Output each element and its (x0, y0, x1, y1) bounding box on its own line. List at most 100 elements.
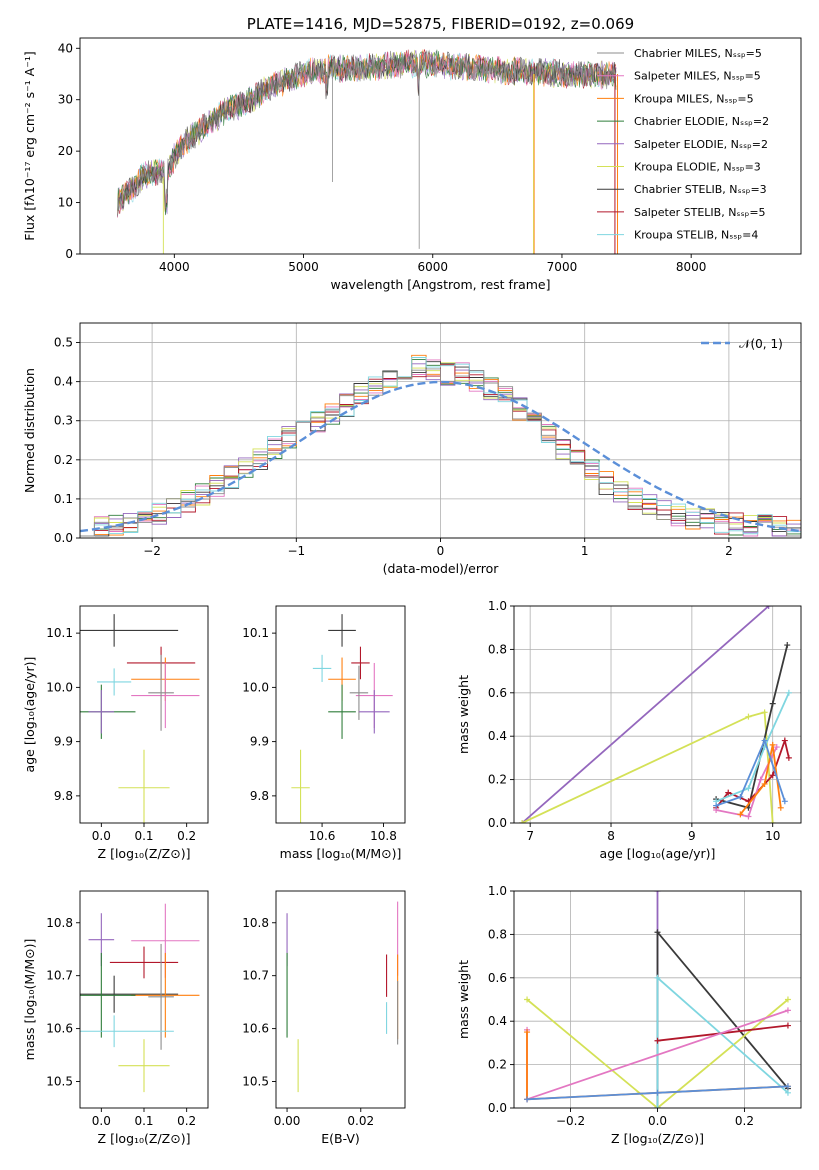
x-tick-label: 0.2 (177, 1114, 196, 1128)
y-tick-label: 0.6 (488, 971, 507, 985)
y-tick-label: 0.0 (488, 816, 507, 830)
x-tick-label: 0.02 (347, 1114, 374, 1128)
axes-frame (275, 890, 406, 1109)
axes-overlay: 0.0 0.1 0.2 9.8 9.9 10.0 10.1 Z [log₁₀(Z/Z⊙)] ag… (22, 605, 209, 861)
normal-curve (80, 380, 801, 533)
weight-marker (654, 891, 661, 894)
y-tick-label: 0.2 (54, 453, 73, 467)
y-tick-label: 10.7 (242, 969, 269, 983)
y-tick-label: 0.0 (488, 1101, 507, 1115)
y-tick-label: 0.1 (54, 492, 73, 506)
x-tick-label: 7000 (547, 260, 578, 274)
weight-marker (654, 1089, 661, 1096)
legend-label: Salpeter MILES, Nₛₛₚ=5 (634, 70, 761, 83)
y-tick-label: 9.8 (250, 789, 269, 803)
x-tick-label: 8000 (676, 260, 707, 274)
weight-marker (524, 1029, 531, 1036)
weight-marker (769, 741, 776, 748)
y-tick-label: 0.4 (54, 375, 73, 389)
legend-label: Salpeter ELODIE, Nₛₛₚ=2 (634, 138, 768, 151)
weight-marker (524, 996, 531, 1003)
chart-title: PLATE=1416, MJD=52875, FIBERID=0192, z=0… (247, 15, 634, 33)
y-tick-label: 10 (58, 196, 73, 210)
x-tick-label: 0.1 (134, 1114, 153, 1128)
panel-age_vs_Z: 0.0 0.1 0.2 9.8 9.9 10.0 10.1 Z [log₁₀(Z/Z⊙)] ag… (22, 605, 209, 861)
y-tick-label: 1.0 (488, 884, 507, 898)
weight-line (521, 711, 774, 823)
x-axis-label: wavelength [Angstrom, rest frame] (330, 277, 550, 292)
weight-marker (654, 1105, 661, 1108)
panel-age_vs_mass: 10.6 10.8 9.8 9.9 10.0 10.1 mass [log₁₀(M/M⊙)] (242, 605, 406, 861)
weight-line (526, 998, 789, 1108)
axes-overlay: 0.0 0.1 0.2 10.5 10.6 10.7 10.8 Z [log₁₀(Z/Z⊙)]… (22, 890, 209, 1146)
x-tick-label: 2 (725, 544, 733, 558)
x-tick-label: 0.2 (177, 829, 196, 843)
weight-marker (785, 754, 792, 761)
x-axis-label: (data-model)/error (383, 561, 500, 576)
axes-overlay: −2 −1 0 1 2 0.0 0.1 0.2 0.3 0.4 0.5 (data-model)/er… (22, 322, 802, 576)
plot-area (117, 49, 619, 254)
y-tick-label: 0.4 (488, 1014, 507, 1028)
x-axis-label: age [log₁₀(age/yr)] (600, 846, 716, 861)
x-tick-label: −0.2 (556, 1114, 585, 1128)
y-axis-label: age [log₁₀(age/yr)] (22, 657, 37, 773)
weight-marker (654, 1037, 661, 1044)
spectrum-series-line (117, 49, 617, 217)
plot-area (524, 891, 791, 1108)
weight-marker (785, 689, 792, 696)
histogram-step (80, 361, 801, 537)
weight-marker (784, 642, 791, 649)
weight-line (656, 929, 789, 1108)
weight-marker (784, 1007, 791, 1014)
weight-marker (725, 789, 732, 796)
weight-line (715, 692, 790, 803)
weight-marker (784, 1022, 791, 1029)
y-tick-label: 0.5 (54, 336, 73, 350)
panel-weight_vs_age: 7 8 9 10 0.0 0.2 0.4 0.6 0.8 1.0 age [log₁₀(age/yr… (456, 599, 802, 861)
legend-label: 𝒩(0, 1) (739, 337, 783, 351)
y-tick-label: 0.2 (488, 1058, 507, 1072)
axes-overlay: 7 8 9 10 0.0 0.2 0.4 0.6 0.8 1.0 age [log₁₀(age/yr… (456, 599, 802, 861)
y-tick-label: 9.9 (54, 735, 73, 749)
plot-area (519, 606, 792, 823)
x-axis-label: Z [log₁₀(Z/Z⊙)] (98, 846, 191, 861)
weight-marker (654, 974, 661, 981)
histogram-step (80, 363, 801, 537)
x-tick-label: 9 (688, 829, 696, 843)
weight-marker (781, 798, 788, 805)
x-tick-label: 4000 (159, 260, 190, 274)
weight-marker (757, 776, 764, 783)
histogram-step (80, 357, 801, 537)
panel-residual_hist: −2 −1 0 1 2 0.0 0.1 0.2 0.3 0.4 0.5 (data-model)/er… (22, 322, 802, 576)
x-tick-label: 10 (765, 829, 780, 843)
y-tick-label: 40 (58, 41, 73, 55)
y-axis-label: Normed distribution (22, 368, 37, 493)
y-tick-label: 0.2 (488, 773, 507, 787)
legend-label: Salpeter STELIB, Nₛₛₚ=5 (634, 206, 766, 219)
y-tick-label: 10.8 (46, 916, 73, 930)
x-tick-label: 0.0 (648, 1114, 667, 1128)
y-tick-label: 10.5 (242, 1075, 269, 1089)
y-tick-label: 0.4 (488, 729, 507, 743)
x-axis-label: E(B-V) (321, 1131, 360, 1146)
x-tick-label: 0.0 (92, 1114, 111, 1128)
y-axis-label: mass weight (456, 675, 471, 754)
weight-marker (769, 820, 776, 823)
x-tick-label: 1 (581, 544, 589, 558)
y-tick-label: 10.1 (46, 626, 73, 640)
legend-label: Chabrier ELODIE, Nₛₛₚ=2 (634, 115, 769, 128)
panel-mass_vs_Z: 0.0 0.1 0.2 10.5 10.6 10.7 10.8 Z [log₁₀(Z/Z⊙)]… (22, 890, 209, 1146)
y-tick-label: 10.8 (242, 916, 269, 930)
y-axis-label: Flux [fλ10⁻¹⁷ erg cm⁻² s⁻¹ A⁻¹] (22, 51, 37, 240)
x-axis-label: mass [log₁₀(M/M⊙)] (280, 846, 402, 861)
weight-marker (745, 813, 752, 820)
weight-marker (713, 802, 720, 809)
panel-spectrum: 4000 5000 6000 7000 8000 0 10 20 30 40 wavelength … (22, 15, 802, 292)
legend: Chabrier MILES, Nₛₛₚ=5 Salpeter MILES, Nₛ… (597, 47, 769, 242)
legend-label: Chabrier STELIB, Nₛₛₚ=3 (634, 183, 767, 196)
x-tick-label: −1 (287, 544, 305, 558)
x-tick-label: 7 (526, 829, 534, 843)
y-tick-label: 0.8 (488, 642, 507, 656)
x-tick-label: 0 (437, 544, 445, 558)
y-tick-label: 10.5 (46, 1075, 73, 1089)
